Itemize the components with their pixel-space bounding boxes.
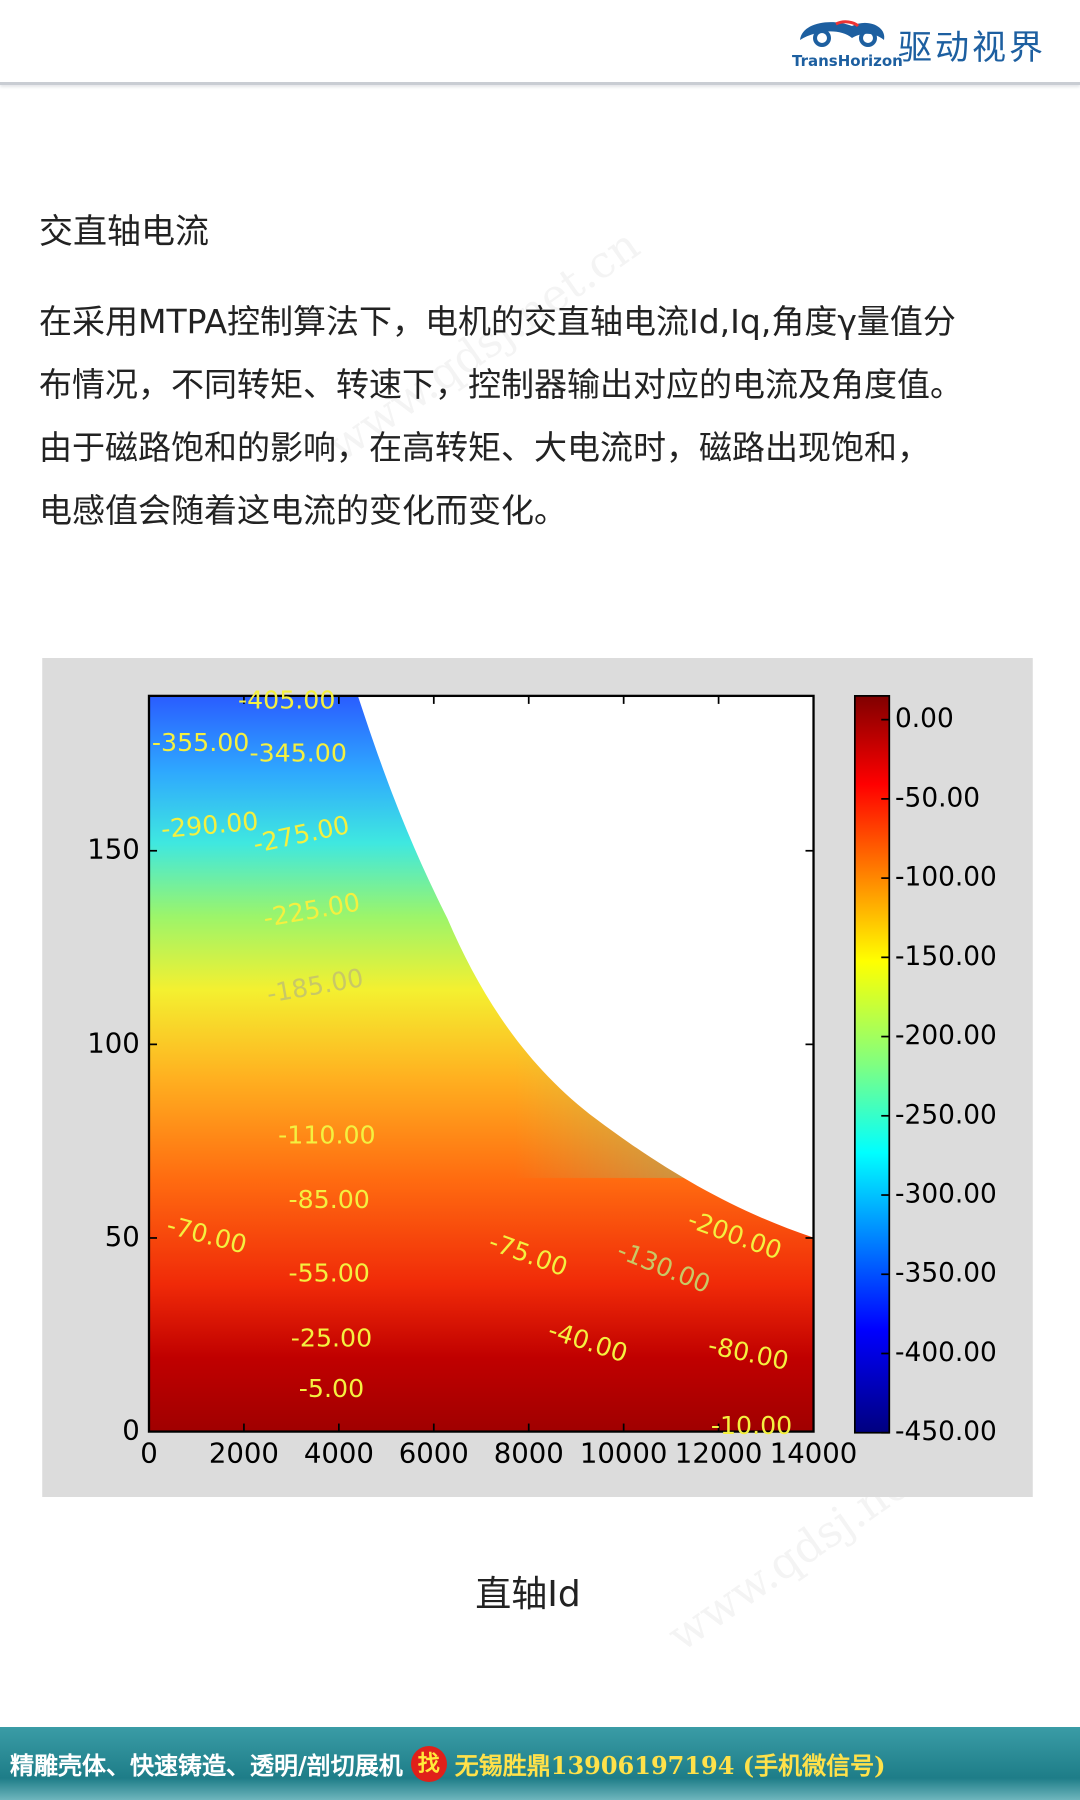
colorbar-tick-label: -100.00 bbox=[895, 863, 997, 893]
logo-text-cn: 驱动视界 bbox=[898, 28, 1046, 68]
colorbar-tick-label: -250.00 bbox=[895, 1100, 997, 1130]
x-tick-label: 14000 bbox=[770, 1438, 858, 1470]
colorbar-tick-label: 0.00 bbox=[895, 704, 954, 734]
x-tick-label: 2000 bbox=[209, 1438, 279, 1470]
colorbar-tick-label: -300.00 bbox=[895, 1180, 997, 1210]
x-tick-label: 8000 bbox=[494, 1438, 564, 1470]
logo-text-en: TransHorizon bbox=[792, 52, 903, 70]
y-tick-label: 50 bbox=[105, 1221, 140, 1253]
x-tick-label: 6000 bbox=[399, 1438, 469, 1470]
contour-label: -405.00 bbox=[238, 686, 335, 715]
contour-label: -5.00 bbox=[299, 1374, 364, 1403]
colorbar-tick-label: -350.00 bbox=[895, 1259, 997, 1289]
footer-banner: 精雕壳体、快速铸造、透明/剖切展机 找 无锡胜鼎13906197194 (手机微… bbox=[0, 1727, 1080, 1800]
colorbar-tick-label: -450.00 bbox=[895, 1417, 997, 1447]
paragraph-line: 由于磁路饱和的影响，在高转矩、大电流时，磁路出现饱和， bbox=[39, 428, 930, 467]
paragraph: 在采用MTPA控制算法下，电机的交直轴电流Id,Iq,角度γ量值分 布情况，不同… bbox=[39, 290, 1049, 542]
logo-icon bbox=[800, 20, 885, 47]
footer-left: 精雕壳体、快速铸造、透明/剖切展机 bbox=[10, 1751, 403, 1780]
colorbar-tick-label: -400.00 bbox=[895, 1338, 997, 1368]
x-tick-label: 0 bbox=[140, 1438, 158, 1470]
contour-label: -10.00 bbox=[711, 1411, 792, 1440]
header: TransHorizon 驱动视界 bbox=[0, 0, 1080, 85]
y-tick-label: 150 bbox=[87, 834, 140, 866]
heading: 交直轴电流 bbox=[39, 212, 209, 252]
paragraph-line: 电感值会随着这电流的变化而变化。 bbox=[39, 491, 567, 530]
contour-label: -25.00 bbox=[291, 1324, 372, 1353]
contour-label: -355.00 bbox=[152, 728, 249, 757]
colorbar bbox=[853, 695, 891, 1434]
plot-frame bbox=[147, 694, 815, 1433]
contour-label: -85.00 bbox=[288, 1185, 369, 1214]
paragraph-line: 布情况，不同转矩、转速下，控制器输出对应的电流及角度值。 bbox=[39, 365, 963, 404]
colorbar-tick-label: -150.00 bbox=[895, 942, 997, 972]
x-tick-label: 12000 bbox=[675, 1438, 763, 1470]
contour-label: -110.00 bbox=[278, 1121, 375, 1150]
y-tick-label: 0 bbox=[122, 1415, 140, 1447]
colorbar-tick-label: -200.00 bbox=[895, 1021, 997, 1051]
footer-right: 无锡胜鼎13906197194 (手机微信号) bbox=[454, 1751, 886, 1780]
chart: 0 2000 4000 6000 8000 10000 12000 14000 0 50 100 15… bbox=[42, 658, 1033, 1497]
paragraph-line: 在采用MTPA控制算法下，电机的交直轴电流Id,Iq,角度γ量值分 bbox=[39, 302, 956, 341]
footer-badge: 找 bbox=[410, 1745, 447, 1782]
contour-label: -345.00 bbox=[249, 738, 346, 767]
caption: 直轴Id bbox=[475, 1574, 581, 1615]
x-tick-label: 4000 bbox=[304, 1438, 374, 1470]
x-tick-label: 10000 bbox=[580, 1438, 668, 1470]
contour-label: -55.00 bbox=[288, 1258, 369, 1287]
colorbar-tick-label: -50.00 bbox=[895, 783, 980, 813]
y-tick-label: 100 bbox=[87, 1027, 140, 1059]
